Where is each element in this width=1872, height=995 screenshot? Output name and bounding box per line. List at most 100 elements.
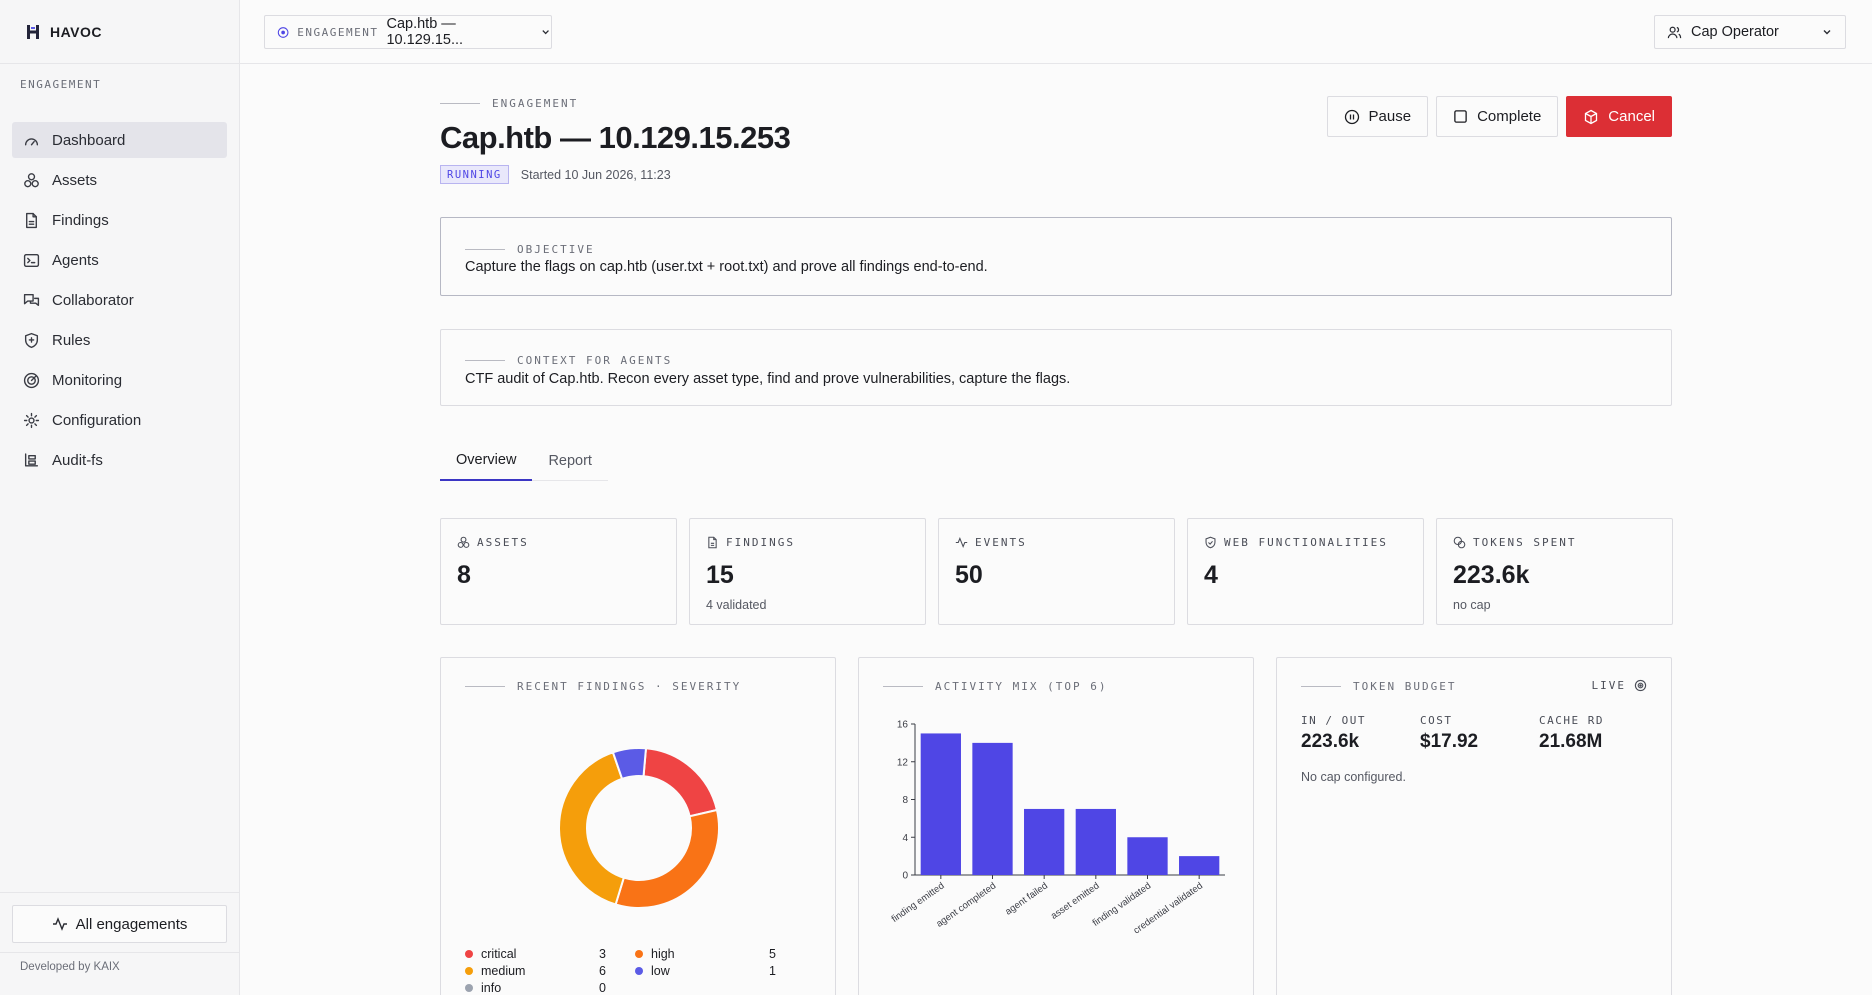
context-card: CONTEXT FOR AGENTS CTF audit of Cap.htb.…	[440, 329, 1672, 406]
stats-row: ASSETS 8 FINDINGS 15 4 validated EVENTS …	[440, 518, 1673, 625]
pause-button[interactable]: Pause	[1326, 96, 1429, 137]
legend-label: critical	[481, 947, 517, 961]
no-cap-note: No cap configured.	[1301, 770, 1406, 784]
context-text: CTF audit of Cap.htb. Recon every asset …	[465, 371, 1071, 387]
stat-tokens-sub: no cap	[1453, 598, 1491, 612]
cache-value: 21.68M	[1539, 731, 1603, 752]
footer-divider	[0, 952, 240, 953]
sidebar-item-audit-fs[interactable]: Audit-fs	[12, 442, 227, 478]
sidebar-item-label: Collaborator	[52, 291, 134, 309]
sidebar-item-label: Monitoring	[52, 371, 123, 389]
dashboard-icon	[24, 137, 39, 145]
donut-slice-low[interactable]	[611, 747, 648, 781]
sidebar-item-label: Dashboard	[52, 131, 126, 149]
user-menu-button[interactable]: Cap Operator	[1654, 15, 1846, 49]
stat-web-head: WEB FUNCTIONALITIES	[1204, 536, 1388, 549]
sidebar-item-agents[interactable]: Agents	[12, 242, 227, 278]
stat-events[interactable]: EVENTS 50	[938, 518, 1175, 625]
bar-agent-failed[interactable]	[1024, 808, 1065, 875]
sidebar-item-findings[interactable]: Findings	[12, 202, 227, 238]
severity-title: RECENT FINDINGS · SEVERITY	[465, 680, 741, 693]
legend-count-medium: 6	[599, 964, 606, 978]
findings-icon	[26, 212, 37, 228]
sidebar-item-label: Audit-fs	[52, 451, 103, 469]
stat-findings-value: 15	[706, 561, 734, 589]
stat-events-value: 50	[955, 561, 983, 589]
stat-web-functionalities[interactable]: WEB FUNCTIONALITIES 4	[1187, 518, 1424, 625]
live-label: LIVE	[1591, 679, 1626, 692]
user-name: Cap Operator	[1691, 24, 1779, 40]
cancel-label: Cancel	[1608, 108, 1655, 125]
tab-overview[interactable]: Overview	[440, 440, 533, 481]
sidebar-item-dashboard[interactable]: Dashboard	[12, 122, 227, 158]
legend-item-high: high	[635, 947, 675, 961]
donut-slice-critical[interactable]	[642, 747, 719, 818]
activity-title: ACTIVITY MIX (TOP 6)	[883, 680, 1107, 693]
complete-button[interactable]: Complete	[1436, 96, 1559, 137]
legend-label: low	[651, 964, 670, 978]
legend-label: info	[481, 981, 502, 995]
brand[interactable]: HAVOC	[0, 0, 239, 64]
severity-panel: RECENT FINDINGS · SEVERITY critical 3 high…	[440, 657, 836, 995]
stat-tokens-spent[interactable]: TOKENS SPENT 223.6k no cap	[1436, 518, 1673, 625]
shield-icon	[1205, 536, 1216, 549]
stat-findings[interactable]: FINDINGS 15 4 validated	[689, 518, 926, 625]
legend-item-info: info	[465, 981, 501, 995]
package-x-icon	[1585, 109, 1598, 124]
budget-title: TOKEN BUDGET	[1301, 680, 1456, 693]
monitoring-icon	[23, 372, 40, 388]
status-badge: RUNNING	[440, 165, 509, 184]
sidebar-item-monitoring[interactable]: Monitoring	[12, 362, 227, 398]
legend-count-low: 1	[769, 964, 776, 978]
audit-fs-icon	[24, 452, 39, 467]
tab-report[interactable]: Report	[548, 452, 592, 469]
sidebar-nav: Dashboard Assets Findings Agents Collaborato…	[0, 108, 239, 478]
bar-agent-completed[interactable]	[972, 742, 1013, 875]
sidebar-item-label: Assets	[52, 171, 98, 189]
sidebar-item-collaborator[interactable]: Collaborator	[12, 282, 227, 318]
users-icon	[1667, 26, 1682, 38]
stat-assets[interactable]: ASSETS 8	[440, 518, 677, 625]
all-engagements-label: All engagements	[75, 915, 188, 933]
all-engagements-button[interactable]: All engagements	[12, 905, 227, 943]
donut-slice-medium[interactable]	[558, 751, 626, 906]
file-icon	[708, 536, 717, 549]
objective-text: Capture the flags on cap.htb (user.txt +…	[465, 259, 988, 275]
legend-count-high: 5	[769, 947, 776, 961]
context-label: CONTEXT FOR AGENTS	[465, 354, 672, 367]
sidebar-item-assets[interactable]: Assets	[12, 162, 227, 198]
havoc-logo-icon	[27, 24, 39, 39]
y-tick-label: 8	[902, 795, 908, 806]
donut-slice-high[interactable]	[614, 808, 720, 909]
legend-swatch	[465, 984, 473, 992]
legend-label: high	[651, 947, 675, 961]
sidebar-item-configuration[interactable]: Configuration	[12, 402, 227, 438]
sidebar-item-rules[interactable]: Rules	[12, 322, 227, 358]
cancel-button[interactable]: Cancel	[1566, 96, 1672, 137]
sidebar-footer: All engagements Developed by KAIX	[0, 892, 240, 995]
legend-swatch	[635, 950, 643, 958]
legend-item-medium: medium	[465, 964, 525, 978]
tabs: Overview Report	[440, 440, 608, 481]
activity-icon	[955, 537, 968, 548]
objective-card: OBJECTIVE Capture the flags on cap.htb (…	[440, 217, 1672, 296]
cost-label: COST	[1420, 714, 1453, 727]
sidebar-item-label: Agents	[52, 251, 99, 269]
bar-finding-validated[interactable]	[1127, 837, 1168, 875]
cache-label: CACHE RD	[1539, 714, 1604, 727]
engagement-switcher[interactable]: ENGAGEMENT Cap.htb — 10.129.15...	[264, 15, 552, 49]
page-eyebrow: ENGAGEMENT	[440, 97, 578, 110]
configuration-icon	[23, 412, 40, 428]
live-indicator: LIVE	[1592, 679, 1648, 692]
status-row: RUNNING Started 10 Jun 2026, 11:23	[440, 165, 671, 184]
y-tick-label: 4	[902, 833, 908, 844]
coins-icon	[1453, 536, 1466, 549]
developed-by: Developed by KAIX	[20, 961, 120, 973]
cache-metric: CACHE RD 21.68M	[1539, 714, 1604, 753]
legend-swatch	[635, 967, 643, 975]
bar-asset-emitted[interactable]	[1075, 808, 1116, 875]
legend-count-critical: 3	[599, 947, 606, 961]
bar-credential-validated[interactable]	[1179, 856, 1220, 875]
bar-finding-emitted[interactable]	[920, 733, 961, 875]
token-budget-panel: TOKEN BUDGET LIVE IN / OUT 223.6k COST $…	[1276, 657, 1672, 995]
